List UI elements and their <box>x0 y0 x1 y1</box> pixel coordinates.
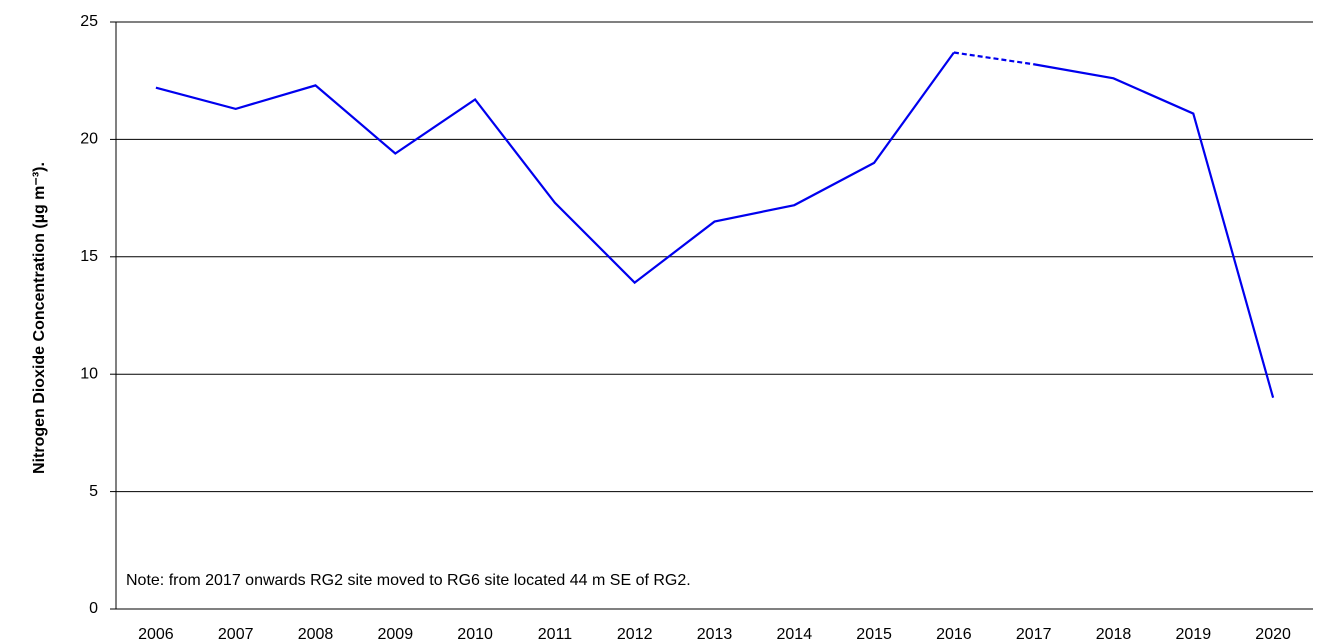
x-tick-label: 2009 <box>378 626 414 643</box>
annotation: Note: from 2017 onwards RG2 site moved t… <box>126 572 691 589</box>
data-line <box>1033 63 1275 398</box>
y-tick-label: 10 <box>80 365 98 382</box>
x-tick-label: 2017 <box>1016 626 1052 643</box>
y-tick-label: 25 <box>80 13 98 30</box>
x-tick-label: 2008 <box>298 626 334 643</box>
x-tick-label: 2010 <box>457 626 493 643</box>
x-tick-label: 2019 <box>1176 626 1212 643</box>
x-tick-label: 2013 <box>697 626 733 643</box>
x-tick-label: 2020 <box>1255 626 1291 643</box>
x-tick-label: 2015 <box>856 626 892 643</box>
x-tick-label: 2007 <box>218 626 254 643</box>
x-tick-label: 2018 <box>1096 626 1132 643</box>
y-tick-label: 15 <box>80 248 98 265</box>
y-tick-label: 20 <box>80 131 98 148</box>
x-tick-label: 2012 <box>617 626 653 643</box>
x-tick-label: 2014 <box>777 626 813 643</box>
x-tick-label: 2016 <box>936 626 972 643</box>
y-tick-label: 5 <box>89 483 98 500</box>
y-tick-label: 0 <box>89 600 98 617</box>
data-line <box>155 51 955 285</box>
data-line <box>953 51 1034 66</box>
x-tick-label: 2006 <box>138 626 174 643</box>
x-tick-label: 2011 <box>538 626 573 643</box>
y-axis-label: Nitrogen Dioxide Concentration (µg m⁻³). <box>31 162 48 474</box>
